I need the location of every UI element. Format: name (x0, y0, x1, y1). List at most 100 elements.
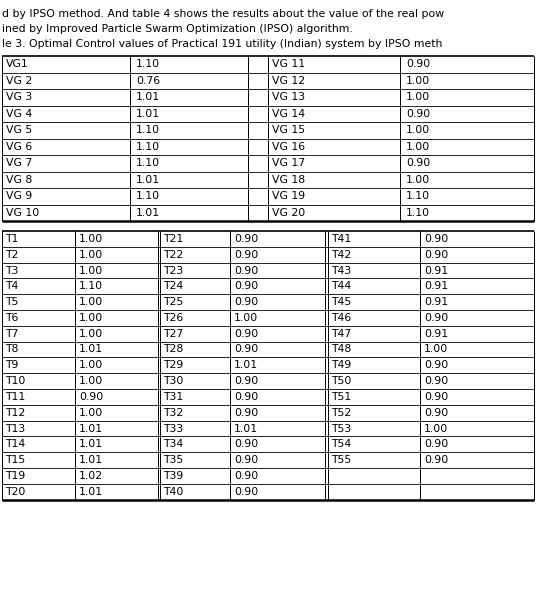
Text: 0.76: 0.76 (136, 76, 160, 86)
Text: T27: T27 (163, 329, 183, 339)
Text: T23: T23 (163, 266, 183, 276)
Text: VG 19: VG 19 (272, 191, 305, 201)
Text: 0.90: 0.90 (234, 345, 258, 355)
Text: 1.01: 1.01 (79, 424, 103, 434)
Text: 1.01: 1.01 (79, 345, 103, 355)
Text: 1.10: 1.10 (136, 59, 160, 69)
Text: 1.10: 1.10 (406, 208, 430, 218)
Text: T39: T39 (163, 471, 183, 481)
Text: 0.90: 0.90 (406, 158, 430, 168)
Text: T3: T3 (5, 266, 18, 276)
Text: VG 15: VG 15 (272, 125, 305, 135)
Text: VG 17: VG 17 (272, 158, 305, 168)
Text: 1.02: 1.02 (79, 471, 103, 481)
Text: T54: T54 (331, 440, 351, 450)
Text: VG 16: VG 16 (272, 142, 305, 152)
Text: T47: T47 (331, 329, 351, 339)
Text: VG 8: VG 8 (6, 175, 32, 185)
Text: 1.01: 1.01 (234, 360, 258, 371)
Text: T24: T24 (163, 281, 183, 291)
Text: VG 9: VG 9 (6, 191, 32, 201)
Text: 0.90: 0.90 (79, 392, 103, 402)
Text: T33: T33 (163, 424, 183, 434)
Text: VG 18: VG 18 (272, 175, 305, 185)
Text: 0.90: 0.90 (234, 329, 258, 339)
Text: T7: T7 (5, 329, 18, 339)
Text: 0.90: 0.90 (424, 234, 448, 244)
Text: 0.90: 0.90 (234, 376, 258, 386)
Text: 0.90: 0.90 (234, 408, 258, 418)
Text: T9: T9 (5, 360, 18, 371)
Text: T8: T8 (5, 345, 18, 355)
Text: T34: T34 (163, 440, 183, 450)
Text: 1.00: 1.00 (234, 313, 258, 323)
Text: 1.10: 1.10 (136, 158, 160, 168)
Text: 0.90: 0.90 (234, 234, 258, 244)
Text: T13: T13 (5, 424, 25, 434)
Text: 0.90: 0.90 (424, 455, 448, 465)
Text: T11: T11 (5, 392, 25, 402)
Text: T20: T20 (5, 487, 25, 497)
Text: 1.00: 1.00 (424, 345, 448, 355)
Text: T35: T35 (163, 455, 183, 465)
Text: le 3. Optimal Control values of Practical 191 utility (Indian) system by IPSO me: le 3. Optimal Control values of Practica… (2, 39, 442, 49)
Text: 0.90: 0.90 (406, 59, 430, 69)
Text: 0.91: 0.91 (424, 281, 448, 291)
Text: VG 2: VG 2 (6, 76, 32, 86)
Text: VG 7: VG 7 (6, 158, 32, 168)
Text: 1.10: 1.10 (136, 125, 160, 135)
Text: T51: T51 (331, 392, 351, 402)
Text: 1.00: 1.00 (79, 250, 103, 260)
Text: 0.90: 0.90 (424, 250, 448, 260)
Text: 1.00: 1.00 (406, 125, 430, 135)
Text: VG 6: VG 6 (6, 142, 32, 152)
Text: 1.00: 1.00 (79, 408, 103, 418)
Text: 1.00: 1.00 (406, 142, 430, 152)
Text: 0.91: 0.91 (424, 329, 448, 339)
Text: T49: T49 (331, 360, 351, 371)
Text: T44: T44 (331, 281, 351, 291)
Text: T46: T46 (331, 313, 351, 323)
Text: VG 4: VG 4 (6, 109, 32, 119)
Text: VG 20: VG 20 (272, 208, 305, 218)
Text: T31: T31 (163, 392, 183, 402)
Text: ined by Improved Particle Swarm Optimization (IPSO) algorithm.: ined by Improved Particle Swarm Optimiza… (2, 24, 353, 34)
Text: T2: T2 (5, 250, 18, 260)
Text: 0.90: 0.90 (234, 266, 258, 276)
Text: VG 14: VG 14 (272, 109, 305, 119)
Text: T40: T40 (163, 487, 183, 497)
Text: 1.00: 1.00 (406, 92, 430, 102)
Text: 0.90: 0.90 (424, 408, 448, 418)
Text: T41: T41 (331, 234, 351, 244)
Text: 1.01: 1.01 (136, 208, 160, 218)
Text: 0.90: 0.90 (424, 392, 448, 402)
Text: 1.01: 1.01 (79, 487, 103, 497)
Text: T6: T6 (5, 313, 18, 323)
Text: T50: T50 (331, 376, 352, 386)
Text: T42: T42 (331, 250, 351, 260)
Text: T45: T45 (331, 297, 351, 307)
Text: 0.90: 0.90 (424, 360, 448, 371)
Text: 1.01: 1.01 (79, 455, 103, 465)
Text: T22: T22 (163, 250, 183, 260)
Text: 1.01: 1.01 (79, 440, 103, 450)
Text: 1.10: 1.10 (136, 191, 160, 201)
Text: 0.90: 0.90 (234, 297, 258, 307)
Text: 0.90: 0.90 (234, 250, 258, 260)
Text: 1.00: 1.00 (79, 376, 103, 386)
Text: 1.00: 1.00 (79, 297, 103, 307)
Text: T29: T29 (163, 360, 183, 371)
Text: 1.01: 1.01 (136, 92, 160, 102)
Text: 1.00: 1.00 (79, 234, 103, 244)
Text: 1.01: 1.01 (234, 424, 258, 434)
Text: 1.00: 1.00 (79, 313, 103, 323)
Text: 1.00: 1.00 (406, 175, 430, 185)
Text: T28: T28 (163, 345, 183, 355)
Text: 1.00: 1.00 (79, 266, 103, 276)
Text: T30: T30 (163, 376, 183, 386)
Text: VG 10: VG 10 (6, 208, 39, 218)
Text: T25: T25 (163, 297, 183, 307)
Text: T32: T32 (163, 408, 183, 418)
Text: VG 13: VG 13 (272, 92, 305, 102)
Text: VG 11: VG 11 (272, 59, 305, 69)
